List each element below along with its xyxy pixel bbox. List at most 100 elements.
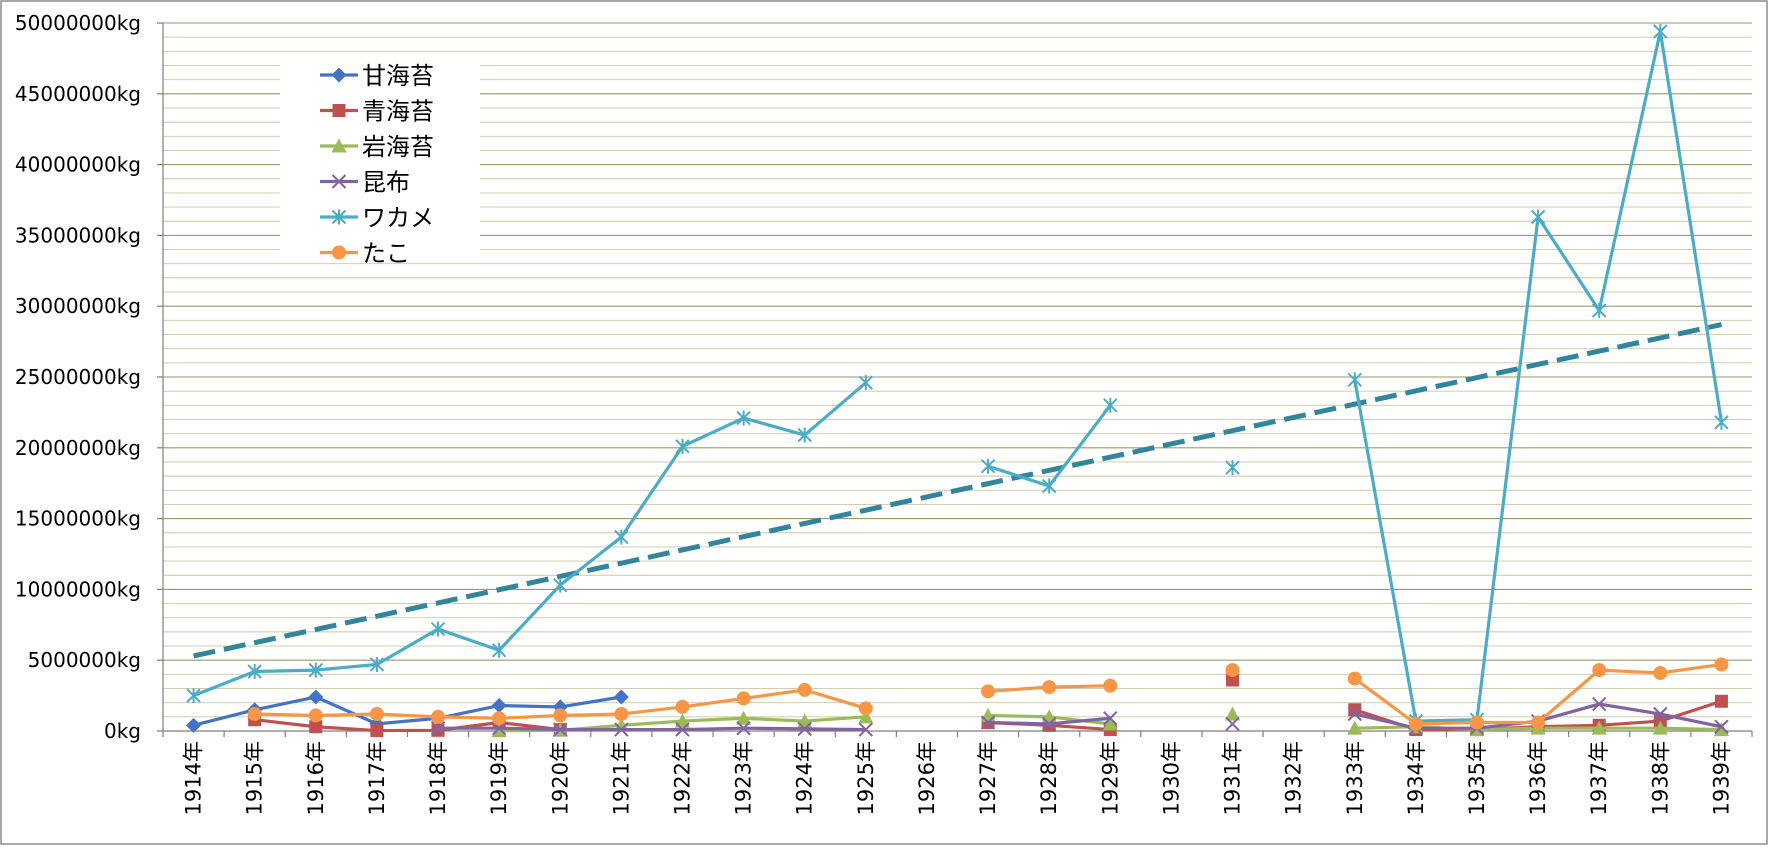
legend-marker: [331, 67, 347, 83]
data-point: [1042, 680, 1057, 695]
data-point: [1653, 665, 1668, 680]
x-axis-tick-labels: 1914年 1915年 1916年 1917年 1918年 1919年 1920年 1921年…: [182, 741, 1734, 815]
data-point: [980, 458, 996, 474]
series-line: [192, 381, 867, 698]
data-point: [1591, 720, 1607, 735]
series-line: [193, 695, 622, 727]
x-tick-label: 1926年: [915, 741, 939, 815]
y-tick-label: 35000000kg: [15, 223, 141, 247]
legend-entry: 青海苔: [320, 98, 434, 126]
data-point: [1347, 720, 1363, 735]
data-point: [1592, 302, 1607, 318]
data-point: [858, 709, 874, 724]
data-point: [981, 684, 996, 699]
data-point: [1653, 23, 1668, 39]
data-point: [1531, 715, 1546, 730]
data-point: [1225, 460, 1240, 476]
data-point: [1714, 719, 1729, 734]
y-tick-label: 5000000kg: [28, 648, 141, 672]
y-tick-label: 20000000kg: [15, 436, 141, 460]
legend-entry: たこ: [320, 240, 410, 268]
data-point: [491, 720, 507, 736]
y-tick-label: 45000000kg: [15, 82, 141, 106]
data-point: [1408, 716, 1423, 731]
data-point: [614, 707, 629, 722]
data-point: [614, 529, 629, 545]
data-point: [1714, 694, 1728, 708]
data-point: [430, 720, 446, 736]
data-point: [736, 720, 751, 736]
data-point: [553, 722, 568, 737]
trendline: [193, 322, 1722, 659]
data-point: [369, 707, 384, 722]
data-point: [370, 724, 384, 738]
data-point: [369, 656, 385, 672]
x-tick-label: 1938年: [1648, 741, 1672, 815]
legend-label: 昆布: [362, 169, 410, 197]
data-point: [614, 722, 629, 737]
data-point: [308, 689, 324, 705]
legend-entry: ワカメ: [320, 204, 434, 232]
data-point: [1347, 706, 1362, 722]
data-point: [308, 708, 323, 723]
legend-box: [280, 58, 480, 263]
x-tick-label: 1933年: [1343, 741, 1367, 815]
x-tick-label: 1920年: [548, 741, 572, 815]
data-point: [1103, 397, 1118, 413]
data-point: [674, 713, 690, 728]
data-point: [1226, 673, 1240, 687]
y-tick-label: 15000000kg: [15, 507, 141, 531]
x-tick-label: 1927年: [976, 741, 1000, 815]
data-point: [491, 723, 507, 738]
data-point: [797, 427, 812, 443]
x-tick-label: 1917年: [365, 741, 389, 815]
data-point: [1469, 715, 1484, 730]
series-line: [438, 726, 866, 732]
x-tick-label: 1937年: [1587, 741, 1611, 815]
data-point: [247, 664, 262, 680]
data-point: [797, 682, 812, 697]
y-axis-tick-labels: 0kg 5000000kg 10000000kg 15000000kg 20000000…: [15, 11, 141, 743]
data-point: [1225, 716, 1240, 732]
data-point: [1041, 716, 1057, 732]
legend-label: 甘海苔: [362, 62, 434, 90]
data-point: [1347, 372, 1362, 388]
data-point: [736, 410, 751, 426]
legend-entry: 岩海苔: [320, 133, 434, 161]
series-5: [247, 657, 1729, 731]
data-point: [186, 717, 202, 733]
x-tick-label: 1931年: [1221, 741, 1245, 815]
y-tick-label: 25000000kg: [15, 365, 141, 389]
y-tick-label: 50000000kg: [15, 11, 141, 35]
data-point: [1653, 706, 1668, 722]
data-point: [1713, 722, 1729, 737]
series-lines: [186, 23, 1729, 738]
data-point: [736, 710, 752, 725]
data-point: [1714, 414, 1729, 430]
data-point: [797, 721, 812, 737]
legend-entry: 甘海苔: [320, 62, 434, 90]
data-point: [736, 691, 751, 706]
data-point: [1225, 663, 1240, 678]
data-point: [1347, 671, 1362, 686]
y-tick-label: 0kg: [104, 719, 141, 743]
data-point: [553, 577, 568, 593]
data-point: [1102, 716, 1118, 731]
grid-lines: [163, 22, 1752, 718]
x-tick-label: 1924年: [793, 741, 817, 815]
x-tick-label: 1936年: [1526, 741, 1550, 815]
x-tick-label: 1928年: [1037, 741, 1061, 815]
legend-label: たこ: [362, 240, 410, 268]
x-tick-label: 1919年: [487, 741, 511, 815]
data-point: [1041, 478, 1057, 494]
y-tick-label: 10000000kg: [15, 577, 141, 601]
data-point: [247, 707, 262, 722]
data-point: [491, 642, 507, 658]
legend-marker: [331, 209, 347, 225]
data-point: [675, 722, 690, 737]
data-point: [1592, 696, 1607, 712]
data-point: [308, 662, 323, 678]
trendline-wakame: [193, 322, 1722, 659]
x-tick-label: 1934年: [1404, 741, 1428, 815]
